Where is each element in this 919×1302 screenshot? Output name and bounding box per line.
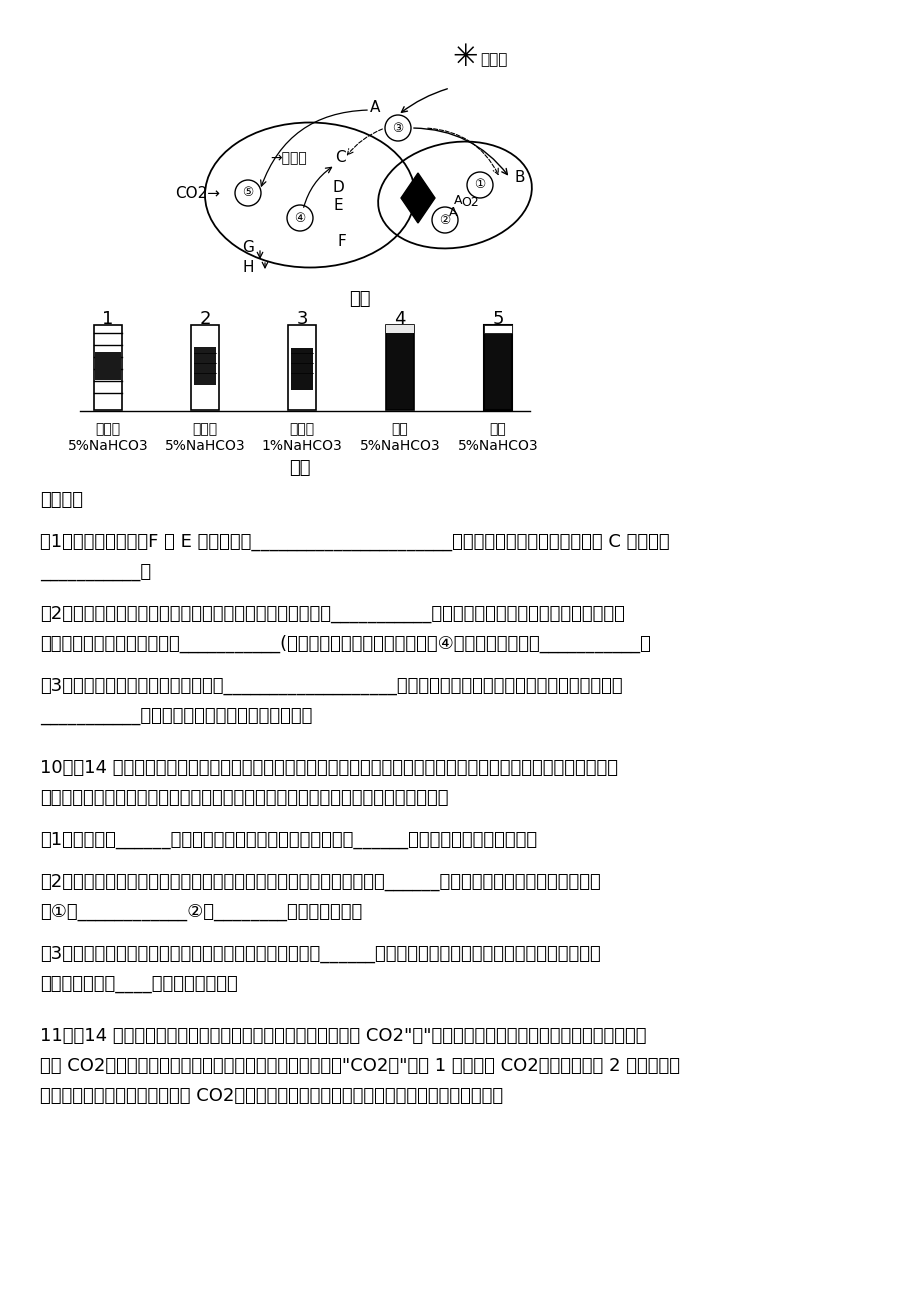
Text: 5%NaHCO3: 5%NaHCO3: [68, 439, 148, 453]
Text: （1）从能量变化看，F 到 E 的反应称为______________________反应。在光反应时，图甲中物质 C 的作用是: （1）从能量变化看，F 到 E 的反应称为___________________…: [40, 533, 669, 551]
Text: F: F: [337, 234, 346, 250]
Bar: [191, 326, 219, 410]
Text: （1）碳元素以______（二氧化碳、有机物）的形式沿食物网______（单向、循环往复）流动。: （1）碳元素以______（二氧化碳、有机物）的形式沿食物网______（单向、…: [40, 831, 537, 849]
Text: G: G: [242, 241, 254, 255]
Text: 度的 CO2，保证卡尔文循环顺利进行，这种酶被形象地称为"CO2泵"。图 1 表示玉米 CO2同化途径，图 2 表示进行自: 度的 CO2，保证卡尔文循环顺利进行，这种酶被形象地称为"CO2泵"。图 1 表…: [40, 1057, 679, 1075]
Text: CO2→: CO2→: [175, 185, 220, 201]
Text: 然种植的大棚和人工一次性施加 CO2后的大棚内玉米光合速率变化曲线。回答下列相关问题：: 然种植的大棚和人工一次性施加 CO2后的大棚内玉米光合速率变化曲线。回答下列相关…: [40, 1087, 503, 1105]
Text: 图乙: 图乙: [289, 460, 311, 477]
Text: 4: 4: [394, 310, 405, 328]
Bar: [483, 326, 512, 333]
Text: ④: ④: [294, 211, 305, 224]
Text: 太阳光: 太阳光: [480, 52, 506, 68]
Text: （3）乙阶段最可能的原因是小麦等生产者的光合作用小于______（消费者、分解者、生物）的呼吸作用，生态系: （3）乙阶段最可能的原因是小麦等生产者的光合作用小于______（消费者、分解者…: [40, 945, 600, 963]
Text: 收的光能转变为化学能储存在___________(填图甲中字母）中，这些物质在④过程中起的作用是___________。: 收的光能转变为化学能储存在___________(填图甲中字母）中，这些物质在④…: [40, 635, 650, 654]
Text: 段，碳元素吸收量等于释放量；乙阶段，碳元素吸收量小于释放量。请回答下列问题：: 段，碳元素吸收量等于释放量；乙阶段，碳元素吸收量小于释放量。请回答下列问题：: [40, 789, 448, 807]
Text: ③: ③: [391, 121, 403, 134]
Text: 图甲: 图甲: [349, 290, 370, 309]
Bar: [386, 326, 414, 410]
Text: 绿光: 绿光: [489, 422, 505, 436]
Text: ⑤: ⑤: [242, 186, 254, 199]
Text: ②: ②: [439, 214, 450, 227]
Text: ___________即可比较各组实验光合速率的大小。: ___________即可比较各组实验光合速率的大小。: [40, 707, 312, 725]
Text: 红光: 红光: [391, 422, 408, 436]
Text: 5%NaHCO3: 5%NaHCO3: [165, 439, 245, 453]
Text: （2）提取绿叶中光合色素时，除绿叶等，还需向研钵中加入___________，作为溶解光合色素的溶剂。光合色素吸: （2）提取绿叶中光合色素时，除绿叶等，还需向研钵中加入___________，作…: [40, 605, 624, 622]
Text: B: B: [515, 171, 525, 185]
Text: H: H: [242, 260, 254, 276]
Text: （3）利用图乙的实验处理可用于研究___________________等环境随对光合速率的影响。该实验可通过观察: （3）利用图乙的实验处理可用于研究___________________等环境随…: [40, 677, 622, 695]
Text: 11．（14 分）玉米叶肉细胞中有一种酶，可通过一系列反应将 CO2"泵"入维管束鞘细胞，使维管束鞘细胞积累较高浓: 11．（14 分）玉米叶肉细胞中有一种酶，可通过一系列反应将 CO2"泵"入维管…: [40, 1027, 646, 1046]
Text: 10．（14 分）为更加详细了解生态系统功能，某科研小组对小麦农田的不同阶段甲、乙进行了碳元素相关测定：甲阶: 10．（14 分）为更加详细了解生态系统功能，某科研小组对小麦农田的不同阶段甲、…: [40, 759, 618, 777]
Text: A: A: [448, 206, 457, 219]
Text: A: A: [369, 100, 380, 116]
Text: E: E: [333, 198, 343, 214]
Text: 全透光: 全透光: [289, 422, 314, 436]
Text: 半透光: 半透光: [96, 422, 120, 436]
Bar: [194, 348, 216, 385]
Polygon shape: [401, 173, 435, 223]
Text: 是①：____________②：________（答出两点）。: 是①：____________②：________（答出两点）。: [40, 904, 362, 921]
Text: ✳: ✳: [452, 43, 477, 73]
Text: （2）小麦的主要害虫之一蚜虫以叶和茎秆汁液为食，二者的种间关系为______。若对蚜虫进什生物防治你的建议: （2）小麦的主要害虫之一蚜虫以叶和茎秆汁液为食，二者的种间关系为______。若…: [40, 874, 600, 891]
Bar: [94, 326, 122, 410]
Text: C: C: [335, 151, 345, 165]
Text: 2: 2: [199, 310, 210, 328]
Text: 3: 3: [296, 310, 308, 328]
Text: 1%NaHCO3: 1%NaHCO3: [261, 439, 342, 453]
Bar: [95, 352, 121, 380]
Bar: [386, 326, 414, 333]
Text: 请回答：: 请回答：: [40, 491, 83, 509]
Text: 统抵抗力稳定性____（增加，降低）。: 统抵抗力稳定性____（增加，降低）。: [40, 975, 237, 993]
Text: 全透光: 全透光: [192, 422, 217, 436]
Text: →三磷酸: →三磷酸: [269, 151, 306, 165]
Text: O2: O2: [460, 195, 479, 208]
Text: D: D: [332, 181, 344, 195]
Bar: [288, 326, 315, 410]
Text: 1: 1: [102, 310, 114, 328]
Text: 5%NaHCO3: 5%NaHCO3: [457, 439, 538, 453]
Text: 5: 5: [492, 310, 504, 328]
Text: ①: ①: [474, 178, 485, 191]
Bar: [290, 348, 312, 391]
Bar: [483, 326, 512, 410]
Text: 5%NaHCO3: 5%NaHCO3: [359, 439, 440, 453]
Text: ___________。: ___________。: [40, 562, 151, 581]
Text: A: A: [453, 194, 461, 207]
